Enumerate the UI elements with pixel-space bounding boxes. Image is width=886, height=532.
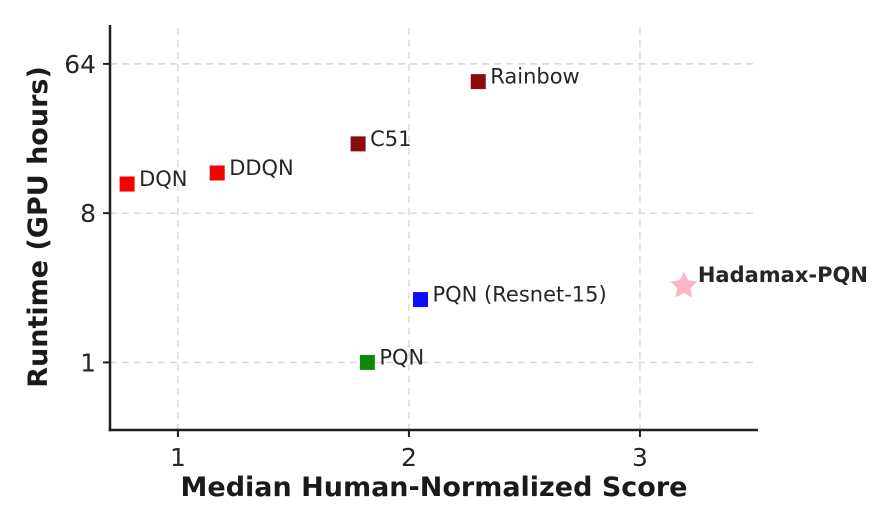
data-point-rainbow [470,74,486,90]
data-point-pqn-resnet-15 [412,292,428,308]
point-label-dqn: DQN [139,167,187,191]
data-point-hadamax-pqn [670,271,698,298]
point-label-pqn-resnet-15: PQN (Resnet-15) [432,283,606,307]
data-point-dqn [119,176,135,192]
axis-ticks [103,62,641,437]
axes-spines [108,25,758,432]
x-tick-label-3: 3 [632,443,648,472]
point-label-ddqn: DDQN [229,156,294,180]
point-label-hadamax-pqn: Hadamax-PQN [698,263,868,287]
point-label-pqn: PQN [379,345,424,369]
x-axis-label: Median Human-Normalized Score [181,472,688,503]
point-label-rainbow: Rainbow [490,65,580,89]
y-tick-label-1: 1 [80,348,96,377]
y-tick-label-64: 64 [64,50,96,79]
data-point-ddqn [209,165,225,181]
point-label-c51: C51 [370,127,411,151]
gridlines [110,28,758,430]
y-tick-label-8: 8 [80,199,96,228]
data-points: DQN DDQN C51 Rainbow PQN PQN (Resnet-15) Hadam… [119,65,868,370]
y-axis-label: Runtime (GPU hours) [23,66,54,388]
tick-labels: 1 2 3 1 8 64 [64,50,648,472]
data-point-pqn [359,354,375,370]
x-tick-label-1: 1 [170,443,186,472]
x-tick-label-2: 2 [401,443,417,472]
data-point-c51 [350,136,366,152]
